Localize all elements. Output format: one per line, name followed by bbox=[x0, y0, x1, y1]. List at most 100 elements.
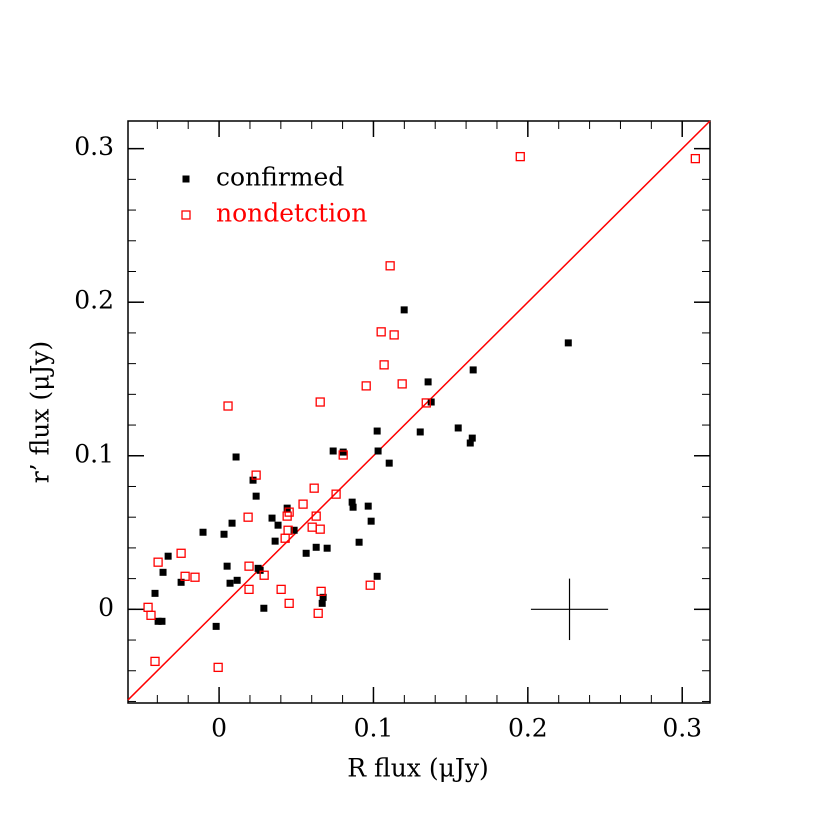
point bbox=[199, 528, 207, 536]
point bbox=[146, 610, 156, 620]
point bbox=[469, 366, 477, 374]
point bbox=[318, 599, 326, 607]
point bbox=[256, 566, 264, 574]
point bbox=[284, 598, 294, 608]
point bbox=[298, 499, 308, 509]
point bbox=[164, 552, 172, 560]
point bbox=[329, 447, 337, 455]
point bbox=[260, 604, 268, 612]
point bbox=[348, 498, 356, 506]
point bbox=[243, 512, 253, 522]
point bbox=[316, 586, 326, 597]
point bbox=[331, 489, 341, 499]
point bbox=[143, 602, 153, 612]
point bbox=[397, 379, 407, 389]
point bbox=[323, 544, 331, 552]
point bbox=[355, 538, 363, 546]
point bbox=[159, 568, 167, 576]
point bbox=[232, 453, 240, 461]
point bbox=[374, 447, 382, 455]
y-axis-label: r’ flux (μJy) bbox=[26, 341, 55, 484]
point bbox=[180, 571, 190, 581]
point bbox=[454, 424, 462, 432]
point bbox=[268, 514, 276, 522]
point bbox=[365, 580, 375, 590]
point bbox=[312, 543, 320, 551]
point bbox=[213, 662, 223, 673]
point bbox=[690, 153, 700, 164]
x-tick-label: 0.2 bbox=[508, 714, 548, 743]
point bbox=[373, 427, 381, 435]
point bbox=[373, 572, 381, 580]
point bbox=[290, 526, 298, 534]
point bbox=[223, 401, 233, 411]
point bbox=[339, 448, 347, 456]
legend-label: confirmed bbox=[216, 163, 344, 192]
point bbox=[283, 525, 293, 535]
point bbox=[361, 381, 371, 391]
point bbox=[515, 151, 525, 162]
point bbox=[251, 470, 261, 480]
point bbox=[311, 511, 321, 521]
legend-marker bbox=[182, 175, 190, 183]
point bbox=[319, 593, 327, 601]
legend-label: nondetction bbox=[216, 199, 367, 228]
point bbox=[244, 561, 254, 571]
x-tick-label: 0.3 bbox=[662, 714, 702, 743]
point bbox=[158, 617, 166, 625]
x-tick-label: 0 bbox=[211, 714, 227, 743]
point bbox=[226, 579, 234, 587]
point bbox=[244, 584, 254, 595]
point bbox=[379, 360, 389, 370]
x-tick-label: 0.1 bbox=[354, 714, 394, 743]
point bbox=[564, 339, 572, 347]
point bbox=[259, 570, 269, 580]
y-tick-label: 0.3 bbox=[74, 132, 114, 161]
point bbox=[223, 562, 231, 570]
point bbox=[427, 398, 435, 406]
point bbox=[349, 503, 357, 511]
point bbox=[364, 502, 372, 510]
one-to-one-line bbox=[127, 120, 711, 701]
point bbox=[228, 519, 236, 527]
point bbox=[468, 434, 476, 442]
point bbox=[276, 584, 286, 595]
point bbox=[150, 656, 160, 667]
point bbox=[154, 617, 162, 625]
point bbox=[313, 608, 323, 618]
point bbox=[338, 450, 348, 460]
plot-frame bbox=[127, 120, 711, 704]
legend-marker bbox=[181, 210, 191, 220]
point bbox=[400, 306, 408, 314]
y-tick-label: 0 bbox=[98, 593, 114, 622]
point bbox=[416, 428, 424, 436]
point bbox=[367, 517, 375, 525]
point bbox=[424, 378, 432, 386]
point bbox=[284, 507, 294, 517]
point bbox=[315, 524, 325, 534]
point bbox=[309, 483, 319, 493]
point bbox=[307, 522, 317, 532]
point bbox=[177, 578, 185, 586]
point bbox=[212, 622, 220, 630]
point bbox=[385, 459, 393, 467]
point bbox=[151, 589, 159, 597]
point bbox=[315, 397, 325, 407]
point bbox=[176, 548, 186, 558]
point bbox=[389, 330, 399, 340]
point bbox=[220, 530, 228, 538]
point bbox=[252, 492, 260, 500]
point bbox=[302, 549, 310, 557]
point bbox=[271, 537, 279, 545]
point bbox=[385, 261, 395, 271]
point bbox=[421, 398, 431, 408]
point bbox=[190, 572, 200, 582]
point bbox=[274, 521, 282, 529]
y-tick-label: 0.2 bbox=[74, 286, 114, 315]
point bbox=[376, 327, 386, 337]
point bbox=[249, 476, 257, 484]
point bbox=[466, 439, 474, 447]
y-tick-label: 0.1 bbox=[74, 439, 114, 468]
point bbox=[233, 576, 241, 584]
